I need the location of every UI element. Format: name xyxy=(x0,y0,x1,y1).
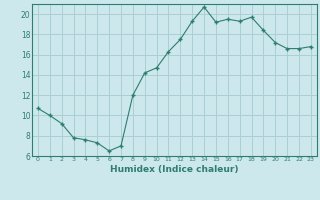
X-axis label: Humidex (Indice chaleur): Humidex (Indice chaleur) xyxy=(110,165,239,174)
